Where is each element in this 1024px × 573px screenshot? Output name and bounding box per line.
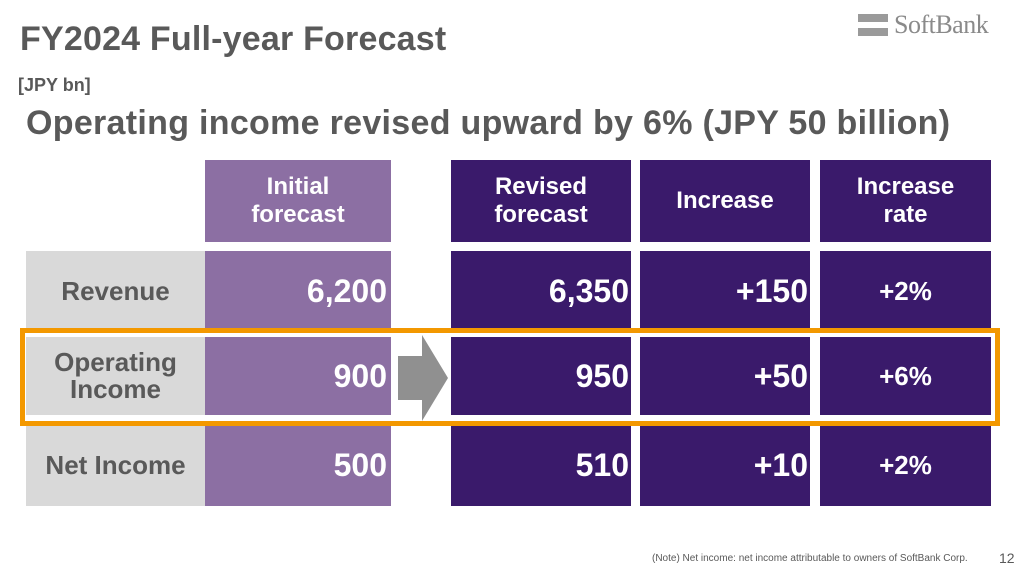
header-rate-line2: rate bbox=[883, 201, 928, 228]
row-label-line1: Operating bbox=[54, 347, 177, 377]
value-text: +50 bbox=[753, 357, 808, 394]
footnote: (Note) Net income: net income attributab… bbox=[652, 553, 968, 564]
logo-text: SoftBank bbox=[894, 10, 989, 39]
cell-rate-net-income: +2% bbox=[820, 424, 991, 506]
slide-title: FY2024 Full-year Forecast bbox=[20, 20, 447, 58]
header-initial-line1: Initial bbox=[266, 173, 330, 200]
value-text: 510 bbox=[575, 446, 629, 483]
value-text: 950 bbox=[575, 357, 629, 394]
cell-initial-revenue: 6,200 bbox=[205, 251, 391, 331]
header-rate-line1: Increase bbox=[856, 173, 955, 200]
headline: Operating income revised upward by 6% (J… bbox=[26, 104, 951, 142]
header-revised-forecast: Revised forecast bbox=[451, 160, 631, 242]
row-label-text: Revenue bbox=[61, 275, 170, 306]
cell-increase-revenue: +150 bbox=[640, 251, 810, 331]
header-increase: Increase bbox=[640, 160, 810, 242]
cell-increase-operating-income: +50 bbox=[640, 337, 810, 415]
unit-label: [JPY bn] bbox=[18, 75, 91, 95]
value-text: +10 bbox=[753, 446, 808, 483]
value-text: +150 bbox=[735, 272, 808, 309]
header-initial-line2: forecast bbox=[251, 201, 345, 228]
cell-rate-revenue: +2% bbox=[820, 251, 991, 331]
value-text: 6,350 bbox=[548, 272, 629, 309]
value-text: +6% bbox=[879, 360, 932, 391]
value-text: 900 bbox=[333, 357, 387, 394]
row-label-text: Net Income bbox=[45, 449, 186, 480]
header-revised-line1: Revised bbox=[494, 173, 588, 200]
value-text: +2% bbox=[879, 449, 932, 480]
header-increase-rate: Increase rate bbox=[820, 160, 991, 242]
cell-revised-operating-income: 950 bbox=[451, 337, 631, 415]
row-label-operating-income: Operating Income bbox=[26, 337, 205, 415]
value-text: 500 bbox=[333, 446, 387, 483]
page-number: 12 bbox=[999, 550, 1015, 566]
row-label-line2: Income bbox=[69, 374, 161, 404]
header-revised-line2: forecast bbox=[494, 201, 588, 228]
cell-revised-revenue: 6,350 bbox=[451, 251, 631, 331]
cell-revised-net-income: 510 bbox=[451, 424, 631, 506]
header-initial-forecast: Initial forecast bbox=[205, 160, 391, 242]
row-label-revenue: Revenue bbox=[26, 251, 205, 331]
header-increase-text: Increase bbox=[676, 187, 774, 214]
softbank-logo: SoftBank bbox=[858, 10, 989, 40]
value-text: +2% bbox=[879, 275, 932, 306]
softbank-logo-mark-icon bbox=[858, 14, 888, 36]
cell-initial-net-income: 500 bbox=[205, 424, 391, 506]
operating-income-highlight-box bbox=[20, 328, 1000, 426]
cell-increase-net-income: +10 bbox=[640, 424, 810, 506]
value-text: 6,200 bbox=[306, 272, 387, 309]
right-arrow-icon bbox=[398, 335, 448, 421]
cell-initial-operating-income: 900 bbox=[205, 337, 391, 415]
cell-rate-operating-income: +6% bbox=[820, 337, 991, 415]
row-label-net-income: Net Income bbox=[26, 424, 205, 506]
